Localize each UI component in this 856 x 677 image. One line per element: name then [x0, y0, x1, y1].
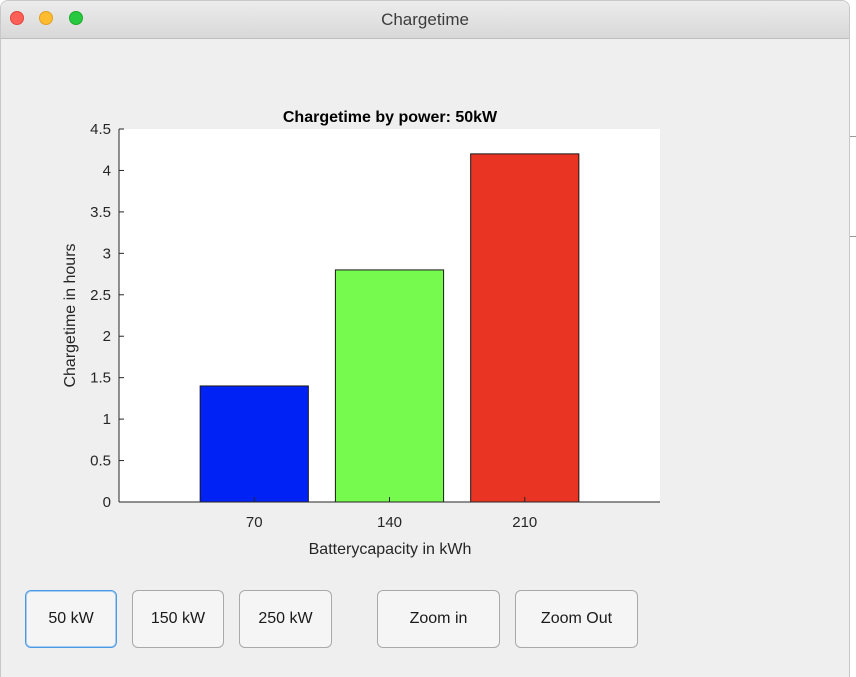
y-tick-label: 1 — [103, 411, 111, 428]
power-250kw-button[interactable]: 250 kW — [239, 590, 332, 648]
x-tick-label: 210 — [512, 514, 537, 531]
x-tick-label: 70 — [246, 514, 263, 531]
y-tick-label: 2 — [103, 328, 111, 345]
title-bar[interactable]: Chargetime — [1, 1, 849, 39]
zoom-in-button[interactable]: Zoom in — [377, 590, 500, 648]
y-tick-label: 1.5 — [90, 370, 111, 387]
y-tick-label: 3.5 — [90, 204, 111, 221]
y-tick-label: 0 — [103, 494, 111, 511]
minimize-window-button[interactable] — [39, 11, 53, 25]
close-window-button[interactable] — [10, 11, 24, 25]
y-tick-label: 3 — [103, 245, 111, 262]
x-tick-label: 140 — [377, 514, 402, 531]
bar-140 — [334, 269, 445, 503]
window-edge-mark — [850, 136, 856, 137]
zoom-window-button[interactable] — [69, 11, 83, 25]
y-axis-label: Chargetime in hours — [62, 243, 79, 387]
y-tick-label: 0.5 — [90, 453, 111, 470]
bar-chart: 0 0.5 1 1.5 2 2.5 3 3.5 4 4.5 70 140 210 Chargetime … — [62, 109, 660, 558]
y-tick-label: 4.5 — [90, 121, 111, 138]
x-axis-label: Batterycapacity in kWh — [309, 541, 472, 558]
zoom-out-button[interactable]: Zoom Out — [515, 590, 638, 648]
window-title: Chargetime — [381, 10, 469, 29]
bar-210 — [470, 153, 580, 503]
power-50kw-button[interactable]: 50 kW — [25, 590, 117, 648]
y-tick-label: 2.5 — [90, 287, 111, 304]
window-edge-mark — [850, 236, 856, 237]
y-tick-label: 4 — [103, 162, 111, 179]
bar-70 — [199, 385, 309, 503]
power-150kw-button[interactable]: 150 kW — [132, 590, 224, 648]
chart-title: Chargetime by power: 50kW — [283, 109, 498, 126]
